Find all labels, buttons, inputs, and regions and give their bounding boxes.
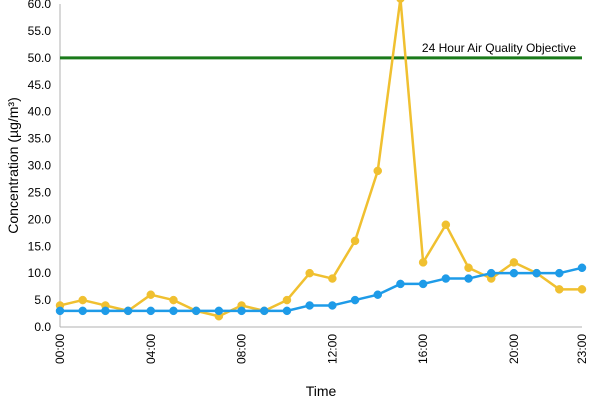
series-1-point xyxy=(441,220,451,229)
series-1-point xyxy=(169,295,178,305)
series-2-point xyxy=(169,306,178,316)
x-tick-label: 04:00 xyxy=(144,334,158,364)
series-1-line xyxy=(59,0,582,318)
y-tick-label: 20.0 xyxy=(28,212,52,226)
x-axis-title: Time xyxy=(306,383,337,399)
series-2-point xyxy=(123,306,133,316)
series-1-point xyxy=(418,258,428,267)
series-2-point xyxy=(373,290,382,299)
x-tick-label: 12:00 xyxy=(325,334,339,364)
series-2-point xyxy=(305,301,314,310)
series-2-point xyxy=(214,306,224,316)
series-2-point xyxy=(78,306,87,316)
x-tick-label: 16:00 xyxy=(416,334,430,364)
y-tick-label: 30.0 xyxy=(28,159,52,173)
series-1-point xyxy=(78,295,87,305)
series-2-point xyxy=(101,306,110,316)
y-tick-label: 15.0 xyxy=(28,239,52,253)
y-tick-label: 50.0 xyxy=(28,51,52,65)
series-2-point xyxy=(282,306,292,316)
y-tick-label: 35.0 xyxy=(28,132,52,146)
y-tick-label: 55.0 xyxy=(28,24,52,38)
series-1-point xyxy=(396,0,405,3)
y-tick-labels: 0.0 5.0 10.0 15.0 20.0 25.0 30.0 35.0 40.0 45.0 50… xyxy=(28,0,52,334)
x-tick-label: 08:00 xyxy=(235,334,249,364)
series-2-point xyxy=(418,279,428,289)
series-layer xyxy=(55,0,587,321)
series-1-point xyxy=(555,285,564,294)
series-2-point xyxy=(237,306,246,316)
y-tick-label: 10.0 xyxy=(28,266,52,280)
series-2-point xyxy=(350,295,360,305)
x-tick-label: 00:00 xyxy=(53,334,67,364)
series-2-point xyxy=(55,306,65,316)
series-2-point xyxy=(260,306,269,316)
series-2-point xyxy=(328,301,337,310)
series-1-point xyxy=(146,290,156,299)
series-1-point xyxy=(305,268,314,278)
x-tick-labels: 00:00 04:00 08:00 12:00 16:00 20:00 23:00 xyxy=(53,334,589,364)
reference-line-group: 24 Hour Air Quality Objective xyxy=(60,41,582,60)
series-1-point xyxy=(328,274,337,283)
x-tick-label: 20:00 xyxy=(507,334,521,364)
series-2-point xyxy=(464,274,473,283)
series-1-point xyxy=(509,258,519,267)
series-2-point xyxy=(555,268,564,278)
series-2-point xyxy=(486,268,496,278)
y-tick-label: 60.0 xyxy=(28,0,52,11)
series-1-point xyxy=(577,285,587,294)
series-2-point xyxy=(191,306,201,316)
y-tick-label: 40.0 xyxy=(28,105,52,119)
x-tick-label: 23:00 xyxy=(575,334,589,364)
series-1-point xyxy=(373,166,382,176)
y-axis-title: Concentration (µg/m³) xyxy=(5,97,21,233)
series-2-point xyxy=(509,268,519,278)
series-1-point xyxy=(464,263,473,273)
y-tick-label: 45.0 xyxy=(28,78,52,92)
y-tick-label: 5.0 xyxy=(34,293,51,307)
series-2-point xyxy=(396,279,405,289)
series-2-point xyxy=(441,274,451,283)
series-2-point xyxy=(146,306,156,316)
y-tick-label: 25.0 xyxy=(28,185,52,199)
y-tick-label: 0.0 xyxy=(34,320,51,334)
reference-line-label: 24 Hour Air Quality Objective xyxy=(422,41,576,55)
series-1-point xyxy=(350,236,360,246)
series-2 xyxy=(55,263,587,316)
series-2-point xyxy=(577,263,587,273)
series-2-point xyxy=(532,268,541,278)
series-1-point xyxy=(282,295,292,305)
